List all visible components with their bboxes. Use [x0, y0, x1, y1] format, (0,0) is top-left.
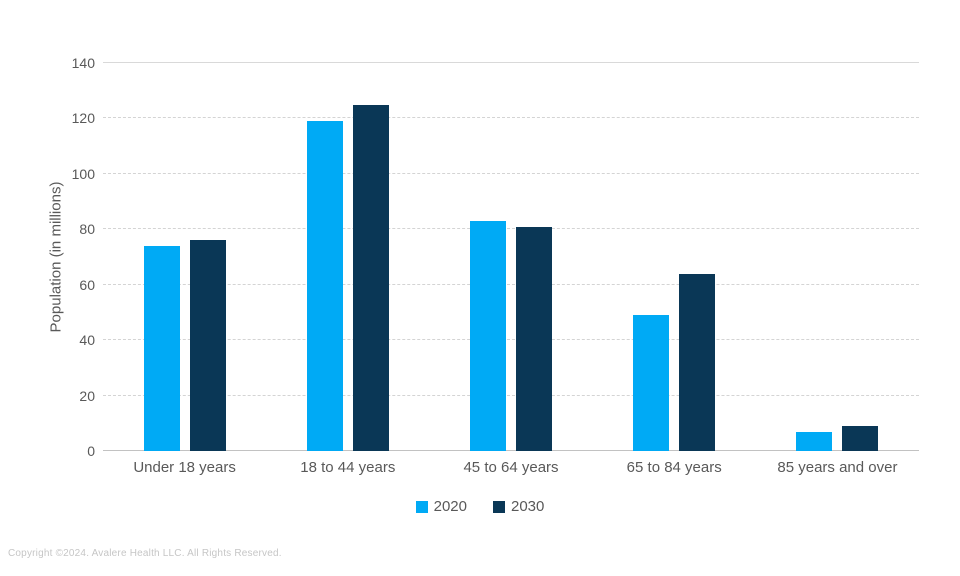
- gridline-120: [103, 117, 919, 119]
- bar-2030-2: [352, 104, 389, 451]
- y-axis-ticks: 0 20 40 60 80 100 120 140: [55, 56, 95, 458]
- gridline-100: [103, 172, 919, 174]
- y-tick-label-0: 0: [87, 443, 95, 459]
- plot-area: [103, 62, 919, 451]
- gridline-140: [103, 62, 919, 63]
- y-tick-label-40: 40: [79, 332, 95, 349]
- legend-item-2020: 2020: [415, 498, 467, 515]
- gridline-80: [103, 228, 919, 230]
- bar-group-1: [103, 63, 266, 451]
- legend-item-2030: 2030: [493, 498, 544, 515]
- bar-group-5: [756, 63, 919, 451]
- category-label-5: 85 years and over: [777, 459, 898, 476]
- category-label-3: 45 to 64 years: [463, 459, 559, 476]
- bar-2030-5: [842, 426, 879, 451]
- bar-group-3: [429, 63, 592, 451]
- bar-group-4: [593, 63, 756, 451]
- legend: 2020 2030: [0, 498, 960, 515]
- gridline-40: [103, 339, 919, 341]
- y-tick-label-120: 120: [71, 110, 95, 127]
- bar-2020-1: [143, 245, 180, 451]
- category-label-1: Under 18 years: [133, 459, 236, 476]
- bar-2020-2: [306, 121, 343, 451]
- category-label-4: 65 to 84 years: [626, 459, 722, 476]
- bar-2030-1: [189, 240, 226, 451]
- bar-2020-3: [470, 220, 506, 451]
- y-tick-label-20: 20: [79, 387, 95, 404]
- legend-label: 2030: [511, 498, 545, 515]
- bar-2020-5: [796, 431, 833, 451]
- legend-swatch-icon: [493, 500, 505, 513]
- y-tick-label-140: 140: [71, 55, 95, 71]
- y-tick-label-100: 100: [71, 165, 95, 182]
- gridline-20: [103, 394, 919, 396]
- category-label-2: 18 to 44 years: [300, 459, 396, 476]
- copyright-text: Copyright ©2024. Avalere Health LLC. All…: [8, 548, 282, 559]
- gridline-0: [103, 450, 919, 451]
- bar-2030-4: [679, 273, 716, 451]
- gridline-60: [103, 283, 919, 285]
- bar-2030-3: [516, 226, 552, 451]
- y-tick-label-60: 60: [79, 276, 95, 293]
- bar-groups: [103, 63, 919, 451]
- y-tick-label-80: 80: [79, 221, 95, 238]
- legend-label: 2020: [433, 498, 467, 515]
- bar-group-2: [266, 63, 429, 451]
- bar-2020-4: [633, 315, 670, 451]
- legend-swatch-icon: [415, 500, 428, 513]
- x-axis-labels: Under 18 years 18 to 44 years 45 to 64 yea…: [103, 459, 919, 476]
